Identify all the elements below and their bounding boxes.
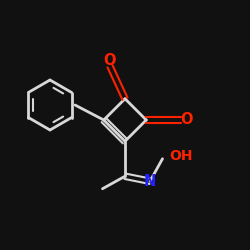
- Text: O: O: [180, 112, 193, 128]
- Text: O: O: [104, 53, 116, 68]
- Text: N: N: [144, 174, 156, 189]
- Text: OH: OH: [169, 149, 192, 163]
